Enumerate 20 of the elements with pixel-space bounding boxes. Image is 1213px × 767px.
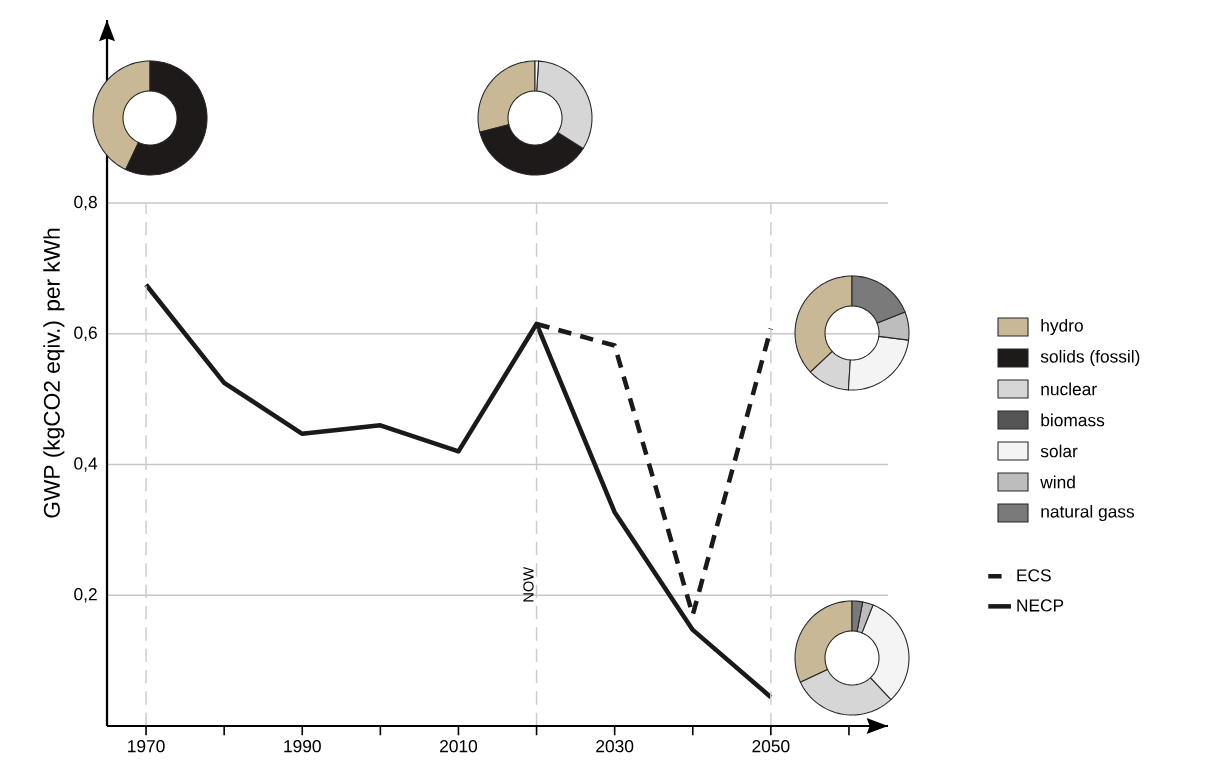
y-tick-label: 0,8	[74, 195, 97, 211]
legend-label: solids (fossil)	[1040, 349, 1140, 367]
legend-label: biomass	[1041, 413, 1105, 427]
x-tick-label: 1970	[128, 740, 165, 753]
x-tick-label: 2030	[596, 740, 634, 753]
legend-label: natural gass	[1041, 504, 1135, 522]
y-tick-label: 0,4	[74, 457, 98, 472]
y-tick-label: 0,6	[74, 326, 97, 341]
y-tick-label: 0,2	[74, 588, 97, 603]
legend-label: wind	[1040, 475, 1075, 489]
x-tick-label: 1990	[284, 740, 321, 753]
y-axis-title: GWP (kgCO2 eqiv.) per kWh	[43, 228, 65, 518]
legend-label: hydro	[1041, 318, 1083, 336]
x-tick-label: 2050	[752, 740, 790, 753]
ref-line-label: NOW	[523, 566, 534, 602]
x-tick-label: 2010	[440, 740, 478, 753]
legend-label: nuclear	[1041, 382, 1097, 396]
legend-label: NECP	[1017, 599, 1064, 612]
legend-label: ECS	[1017, 569, 1051, 582]
legend-label: solar	[1040, 444, 1078, 458]
